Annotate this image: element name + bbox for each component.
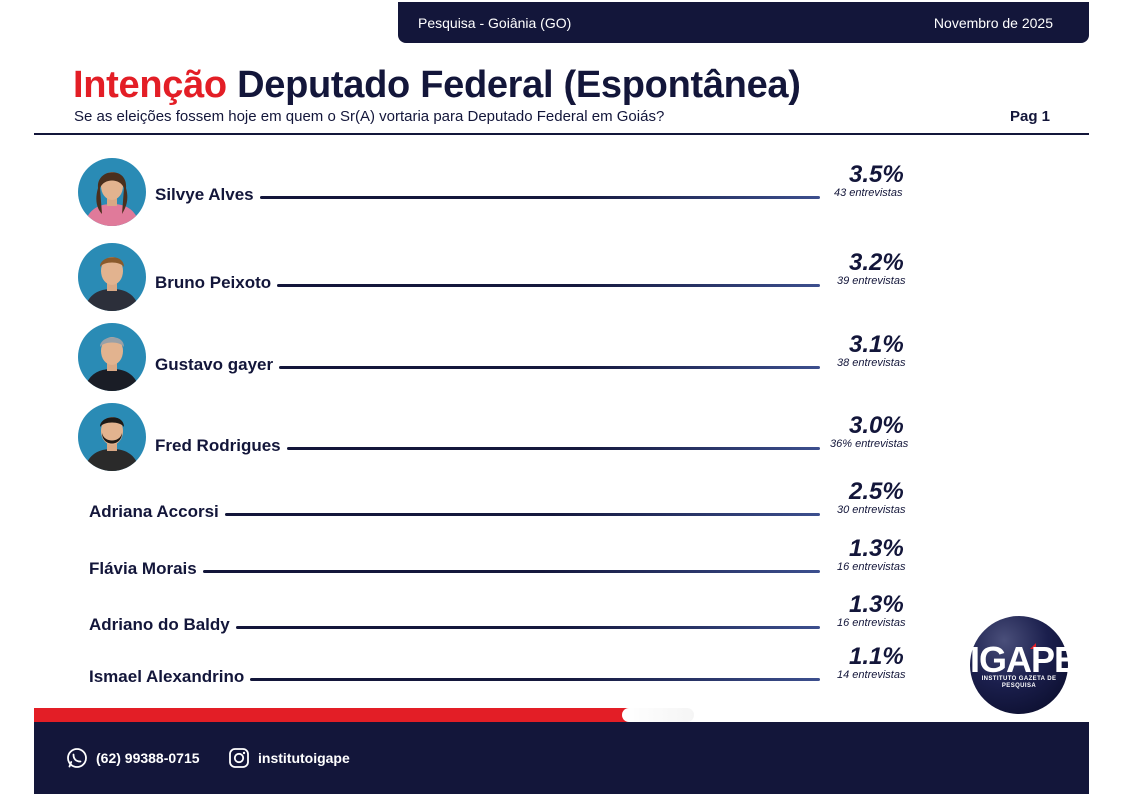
candidate-name: Silvye Alves — [155, 185, 254, 204]
survey-question: Se as eleições fossem hoje em quem o Sr(… — [74, 108, 665, 125]
whatsapp-icon — [67, 748, 87, 768]
value-label: 1.3% — [849, 591, 904, 618]
value-label: 3.0% — [849, 412, 904, 439]
value-leader-line — [286, 447, 820, 450]
value-label: 1.3% — [849, 535, 904, 562]
interview-count: 39 entrevistas — [837, 275, 906, 287]
phone-contact[interactable]: (62) 99388-0715 — [66, 747, 200, 769]
title-rest: Deputado Federal (Espontânea) — [237, 64, 801, 106]
candidate-name: Flávia Morais — [89, 559, 197, 578]
interview-count: 14 entrevistas — [837, 669, 906, 681]
header-bar: Pesquisa - Goiânia (GO) Novembro de 2025 — [398, 2, 1089, 43]
page-title: Intenção Deputado Federal (Espontânea) — [73, 62, 801, 108]
value-label: 2.5% — [849, 478, 904, 505]
value-label: 3.1% — [849, 331, 904, 358]
logo-text: IGAPE — [970, 639, 1078, 680]
date-label: Novembro de 2025 — [933, 14, 1053, 31]
candidate-name: Bruno Peixoto — [155, 273, 272, 292]
accent-bar-tail — [622, 708, 694, 722]
instagram-contact[interactable]: institutoigape — [228, 747, 350, 769]
value-leader-line — [250, 678, 820, 681]
interview-count: 30 entrevistas — [837, 504, 906, 516]
interview-count: 36% entrevistas — [830, 438, 909, 450]
interview-count: 43 entrevistas — [834, 187, 903, 199]
footer-bar — [34, 722, 1089, 794]
interview-count: 38 entrevistas — [837, 357, 906, 369]
candidate-photo — [78, 403, 146, 471]
survey-label: Pesquisa - Goiânia (GO) — [418, 14, 572, 31]
candidate-photo — [78, 243, 146, 311]
candidate-name: Ismael Alexandrino — [89, 667, 245, 686]
value-label: 3.5% — [849, 161, 904, 188]
igape-logo — [970, 616, 1068, 714]
value-label: 1.1% — [849, 643, 904, 670]
instagram-icon — [229, 748, 249, 768]
candidate-photo — [78, 323, 146, 391]
logo-subtitle: INSTITUTO GAZETA DE PESQUISA — [981, 676, 1057, 689]
instagram-handle: institutoigape — [258, 750, 350, 766]
interview-count: 16 entrevistas — [837, 561, 906, 573]
accent-bar — [34, 708, 632, 722]
value-label: 3.2% — [849, 249, 904, 276]
page-number: Pag 1 — [1010, 108, 1051, 125]
candidate-name: Fred Rodrigues — [155, 436, 281, 455]
candidate-name: Adriano do Baldy — [89, 615, 230, 634]
value-leader-line — [235, 626, 820, 629]
value-leader-line — [259, 196, 820, 199]
candidate-photo — [78, 158, 146, 226]
value-leader-line — [224, 513, 820, 516]
value-leader-line — [279, 366, 820, 369]
value-leader-line — [277, 284, 820, 287]
candidate-name: Gustavo gayer — [155, 355, 274, 374]
phone-number: (62) 99388-0715 — [96, 750, 200, 766]
title-divider — [34, 133, 1089, 135]
value-leader-line — [202, 570, 820, 573]
candidate-name: Adriana Accorsi — [89, 502, 219, 521]
interview-count: 16 entrevistas — [837, 617, 906, 629]
title-accent: Intenção — [73, 64, 227, 106]
